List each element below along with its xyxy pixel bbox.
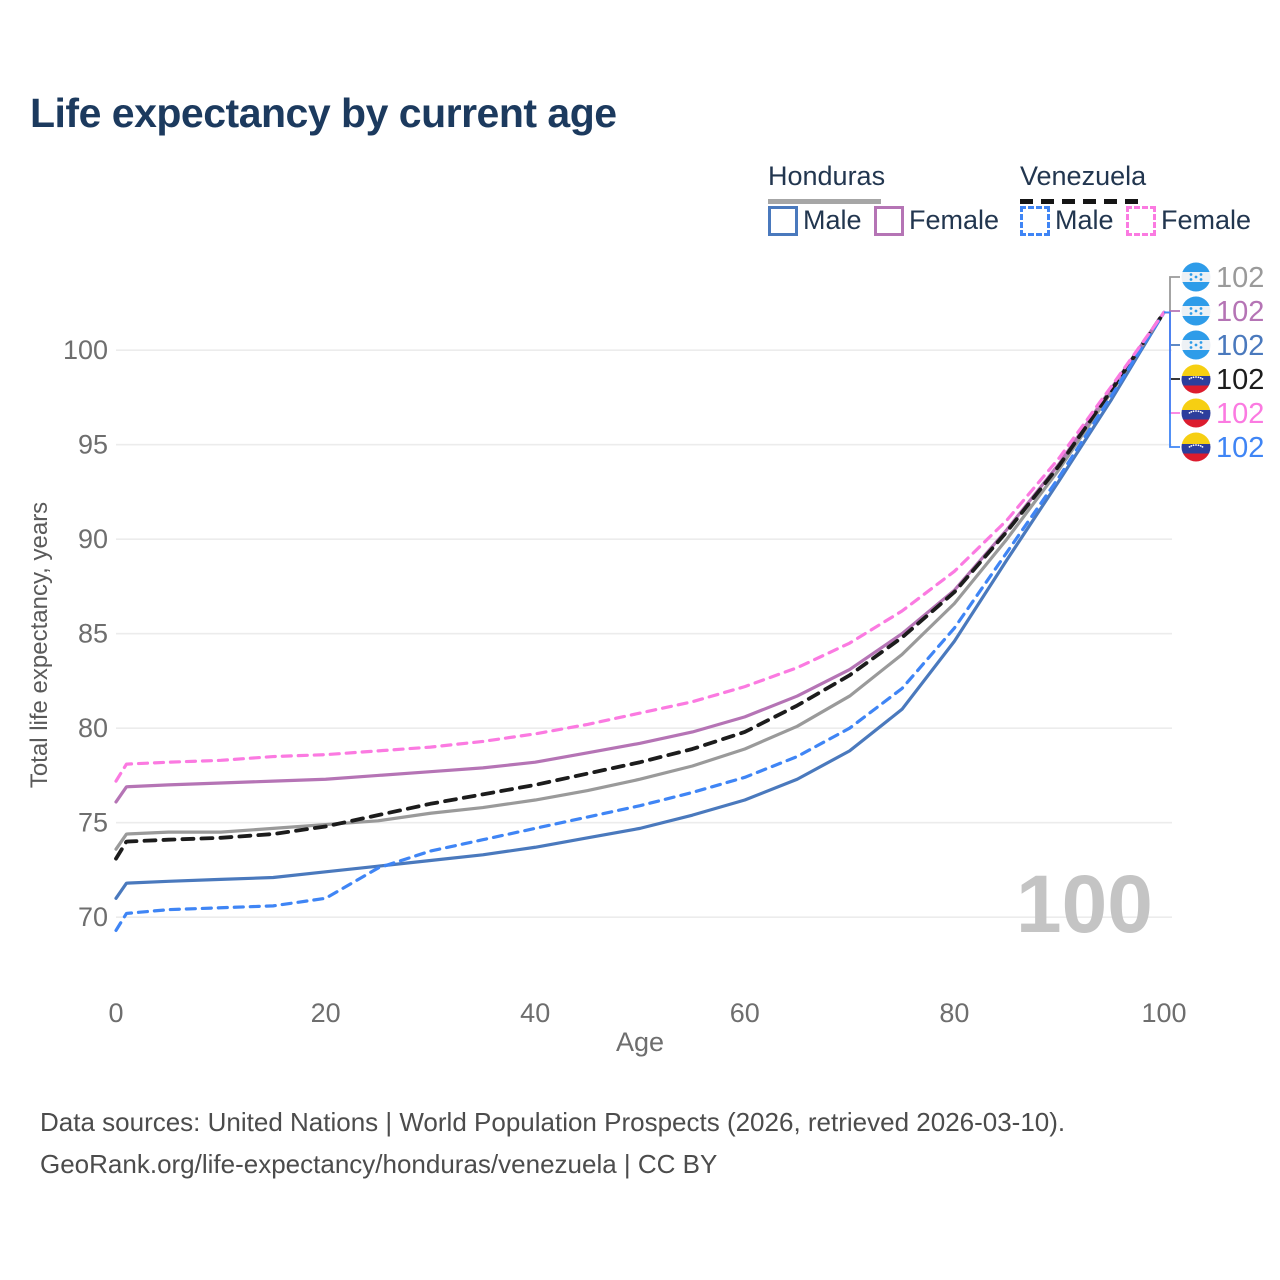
- end-value-label: 102: [1216, 364, 1264, 396]
- end-label-connector: [1164, 311, 1180, 448]
- x-tick-label: 100: [1141, 998, 1186, 1028]
- end-label-connector: [1164, 276, 1180, 314]
- legend-item-honduras-female[interactable]: Female: [874, 205, 999, 236]
- end-label-connector: [1164, 311, 1180, 346]
- honduras-female-swatch-icon: [874, 205, 904, 236]
- y-tick-label: 85: [78, 619, 108, 649]
- page-title: Life expectancy by current age: [30, 90, 617, 136]
- end-value-label: 102: [1216, 432, 1264, 464]
- y-tick-label: 90: [78, 524, 108, 554]
- series-line-honduras-total[interactable]: [114, 310, 1166, 851]
- data-sources-text: Data sources: United Nations | World Pop…: [40, 1107, 1066, 1137]
- legend-item-label: Male: [803, 205, 862, 235]
- end-label-connector: [1164, 311, 1180, 414]
- series-line-venezuela-female[interactable]: [114, 310, 1166, 783]
- venezuela-male-swatch-icon: [1020, 205, 1050, 236]
- honduras-flag-icon: [1181, 262, 1211, 292]
- venezuela-dashed-line-key: [1020, 199, 1140, 204]
- venezuela-flag-icon: [1181, 432, 1211, 462]
- honduras-solid-line-key: [768, 199, 881, 204]
- gridlines: [116, 349, 1172, 919]
- series-line-venezuela-total[interactable]: [114, 310, 1166, 861]
- legend-group-honduras-title: Honduras: [768, 161, 886, 191]
- venezuela-female-swatch-icon: [1126, 205, 1156, 236]
- x-tick-label: 20: [311, 998, 341, 1028]
- axis-tick-labels: 70 75 80 85 90 95 100 0 20 40 60 80 100: [63, 335, 1187, 1028]
- legend-item-label: Male: [1055, 205, 1114, 235]
- attribution-text: GeoRank.org/life-expectancy/honduras/ven…: [40, 1149, 718, 1179]
- series-line-venezuela-male[interactable]: [114, 310, 1166, 933]
- venezuela-flag-icon: [1181, 364, 1211, 394]
- y-tick-label: 80: [78, 713, 108, 743]
- legend-group-venezuela-title: Venezuela: [1020, 161, 1147, 191]
- x-tick-label: 60: [730, 998, 760, 1028]
- legend-item-honduras-male[interactable]: Male: [768, 205, 862, 236]
- y-axis-title: Total life expectancy, years: [26, 502, 53, 788]
- venezuela-flag-icon: [1181, 398, 1211, 428]
- x-axis-title: Age: [616, 1027, 664, 1057]
- series-line-honduras-male[interactable]: [114, 310, 1166, 900]
- end-value-label: 102: [1216, 262, 1264, 294]
- legend-item-venezuela-female[interactable]: Female: [1126, 205, 1251, 236]
- x-tick-label: 40: [520, 998, 550, 1028]
- end-value-label: 102: [1216, 296, 1264, 328]
- honduras-male-swatch-icon: [768, 205, 798, 236]
- legend-item-label: Female: [909, 205, 1000, 235]
- series-line-honduras-female[interactable]: [114, 310, 1166, 804]
- x-tick-label: 0: [108, 998, 123, 1028]
- series-lines: [114, 310, 1166, 933]
- legend-item-label: Female: [1161, 205, 1252, 235]
- legend-item-venezuela-male[interactable]: Male: [1020, 205, 1114, 236]
- honduras-flag-icon: [1181, 296, 1211, 326]
- end-value-label: 102: [1216, 330, 1264, 362]
- y-tick-label: 70: [78, 902, 108, 932]
- age-counter-watermark: 100: [1016, 859, 1153, 950]
- end-value-label: 102: [1216, 398, 1264, 430]
- y-tick-label: 95: [78, 430, 108, 460]
- honduras-flag-icon: [1181, 330, 1211, 360]
- y-tick-label: 75: [78, 808, 108, 838]
- x-tick-label: 80: [939, 998, 969, 1028]
- y-tick-label: 100: [63, 335, 108, 365]
